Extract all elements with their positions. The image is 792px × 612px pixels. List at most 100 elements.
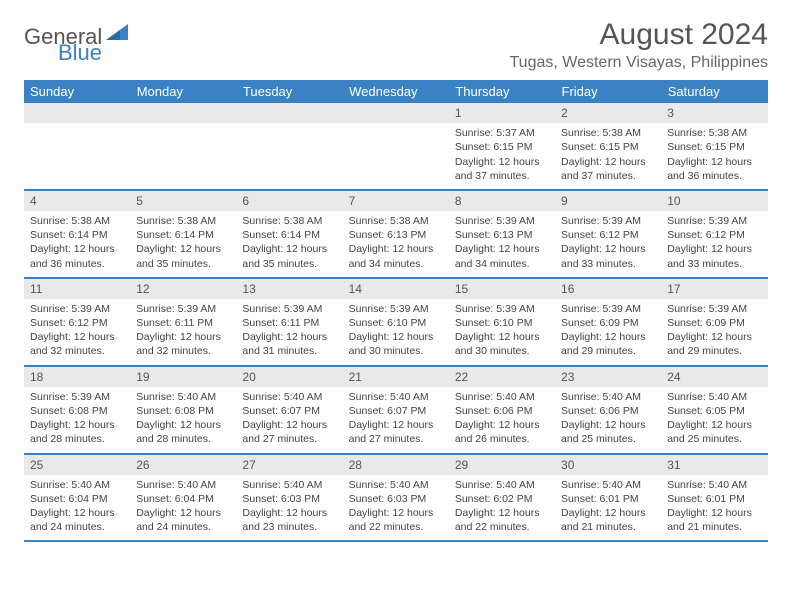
day-cell: 7Sunrise: 5:38 AMSunset: 6:13 PMDaylight… (343, 190, 449, 278)
daylight-line: Daylight: 12 hours and 34 minutes. (349, 242, 443, 270)
day-number: 8 (449, 191, 555, 211)
title-block: August 2024 Tugas, Western Visayas, Phil… (510, 18, 769, 72)
day-body: Sunrise: 5:39 AMSunset: 6:08 PMDaylight:… (24, 387, 130, 453)
day-header-saturday: Saturday (661, 80, 767, 103)
sunrise-line: Sunrise: 5:39 AM (561, 214, 655, 228)
day-header-thursday: Thursday (449, 80, 555, 103)
day-header-tuesday: Tuesday (236, 80, 342, 103)
sunrise-line: Sunrise: 5:38 AM (136, 214, 230, 228)
day-number: 5 (130, 191, 236, 211)
day-cell: 23Sunrise: 5:40 AMSunset: 6:06 PMDayligh… (555, 366, 661, 454)
empty-cell (130, 103, 236, 190)
day-number: 14 (343, 279, 449, 299)
day-body (130, 123, 236, 183)
sunset-line: Sunset: 6:10 PM (455, 316, 549, 330)
day-cell: 5Sunrise: 5:38 AMSunset: 6:14 PMDaylight… (130, 190, 236, 278)
day-number: 16 (555, 279, 661, 299)
day-number (130, 103, 236, 123)
day-body: Sunrise: 5:40 AMSunset: 6:03 PMDaylight:… (236, 475, 342, 541)
sunrise-line: Sunrise: 5:39 AM (561, 302, 655, 316)
day-body: Sunrise: 5:39 AMSunset: 6:12 PMDaylight:… (24, 299, 130, 365)
day-body (236, 123, 342, 183)
sunrise-line: Sunrise: 5:40 AM (455, 478, 549, 492)
sunrise-line: Sunrise: 5:40 AM (455, 390, 549, 404)
day-number: 29 (449, 455, 555, 475)
day-number: 19 (130, 367, 236, 387)
sunrise-line: Sunrise: 5:39 AM (30, 390, 124, 404)
day-cell: 30Sunrise: 5:40 AMSunset: 6:01 PMDayligh… (555, 454, 661, 542)
day-body: Sunrise: 5:39 AMSunset: 6:12 PMDaylight:… (661, 211, 767, 277)
daylight-line: Daylight: 12 hours and 24 minutes. (136, 506, 230, 534)
day-header-row: SundayMondayTuesdayWednesdayThursdayFrid… (24, 80, 768, 103)
sunrise-line: Sunrise: 5:40 AM (349, 390, 443, 404)
day-cell: 8Sunrise: 5:39 AMSunset: 6:13 PMDaylight… (449, 190, 555, 278)
sunset-line: Sunset: 6:05 PM (667, 404, 761, 418)
day-body: Sunrise: 5:37 AMSunset: 6:15 PMDaylight:… (449, 123, 555, 189)
sunrise-line: Sunrise: 5:39 AM (30, 302, 124, 316)
day-cell: 17Sunrise: 5:39 AMSunset: 6:09 PMDayligh… (661, 278, 767, 366)
logo-triangle-icon (106, 24, 128, 40)
sunrise-line: Sunrise: 5:40 AM (667, 478, 761, 492)
sunrise-line: Sunrise: 5:40 AM (136, 478, 230, 492)
day-cell: 26 Sunrise: 5:40 AMSunset: 6:04 PMDayligh… (130, 454, 236, 542)
day-cell: 10Sunrise: 5:39 AMSunset: 6:12 PMDayligh… (661, 190, 767, 278)
day-number: 3 (661, 103, 767, 123)
day-body: Sunrise: 5:40 AMSunset: 6:04 PMDaylight:… (24, 475, 130, 541)
daylight-line: Daylight: 12 hours and 22 minutes. (349, 506, 443, 534)
location: Tugas, Western Visayas, Philippines (510, 54, 769, 72)
day-body: Sunrise: 5:38 AMSunset: 6:14 PMDaylight:… (24, 211, 130, 277)
sunset-line: Sunset: 6:14 PM (242, 228, 336, 242)
header: General August 2024 Tugas, Western Visay… (24, 18, 768, 72)
sunset-line: Sunset: 6:13 PM (455, 228, 549, 242)
sunset-line: Sunset: 6:04 PM (30, 492, 124, 506)
calendar-page: General August 2024 Tugas, Western Visay… (0, 0, 792, 560)
day-number: 9 (555, 191, 661, 211)
day-number: 10 (661, 191, 767, 211)
day-body: Sunrise: 5:39 AMSunset: 6:10 PMDaylight:… (343, 299, 449, 365)
day-cell: 1Sunrise: 5:37 AMSunset: 6:15 PMDaylight… (449, 103, 555, 190)
day-number: 20 (236, 367, 342, 387)
day-cell: 2Sunrise: 5:38 AMSunset: 6:15 PMDaylight… (555, 103, 661, 190)
day-body: Sunrise: 5:40 AMSunset: 6:03 PMDaylight:… (343, 475, 449, 541)
day-number: 31 (661, 455, 767, 475)
sunset-line: Sunset: 6:04 PM (136, 492, 230, 506)
sunrise-line: Sunrise: 5:38 AM (667, 126, 761, 140)
sunrise-line: Sunrise: 5:40 AM (136, 390, 230, 404)
calendar-row: 25Sunrise: 5:40 AMSunset: 6:04 PMDayligh… (24, 454, 768, 542)
daylight-line: Daylight: 12 hours and 25 minutes. (561, 418, 655, 446)
sunrise-line: Sunrise: 5:39 AM (667, 302, 761, 316)
sunrise-line: Sunrise: 5:40 AM (561, 478, 655, 492)
day-cell: 25Sunrise: 5:40 AMSunset: 6:04 PMDayligh… (24, 454, 130, 542)
day-body: Sunrise: 5:40 AMSunset: 6:05 PMDaylight:… (661, 387, 767, 453)
day-body: Sunrise: 5:38 AMSunset: 6:13 PMDaylight:… (343, 211, 449, 277)
day-cell: 19Sunrise: 5:40 AMSunset: 6:08 PMDayligh… (130, 366, 236, 454)
sunset-line: Sunset: 6:12 PM (667, 228, 761, 242)
day-number: 21 (343, 367, 449, 387)
calendar-table: SundayMondayTuesdayWednesdayThursdayFrid… (24, 80, 768, 542)
day-cell: 15Sunrise: 5:39 AMSunset: 6:10 PMDayligh… (449, 278, 555, 366)
sunset-line: Sunset: 6:01 PM (667, 492, 761, 506)
day-number: 26 (130, 455, 236, 475)
daylight-line: Daylight: 12 hours and 32 minutes. (136, 330, 230, 358)
sunset-line: Sunset: 6:02 PM (455, 492, 549, 506)
day-body: Sunrise: 5:40 AMSunset: 6:08 PMDaylight:… (130, 387, 236, 453)
day-cell: 16Sunrise: 5:39 AMSunset: 6:09 PMDayligh… (555, 278, 661, 366)
day-body (343, 123, 449, 183)
daylight-line: Daylight: 12 hours and 29 minutes. (561, 330, 655, 358)
day-header-wednesday: Wednesday (343, 80, 449, 103)
logo-blue-line: Blue (24, 40, 102, 66)
sunset-line: Sunset: 6:15 PM (667, 140, 761, 154)
daylight-line: Daylight: 12 hours and 28 minutes. (30, 418, 124, 446)
daylight-line: Daylight: 12 hours and 30 minutes. (349, 330, 443, 358)
sunrise-line: Sunrise: 5:40 AM (242, 478, 336, 492)
day-header-sunday: Sunday (24, 80, 130, 103)
daylight-line: Daylight: 12 hours and 26 minutes. (455, 418, 549, 446)
day-body: Sunrise: 5:40 AMSunset: 6:01 PMDaylight:… (661, 475, 767, 541)
day-cell: 29Sunrise: 5:40 AMSunset: 6:02 PMDayligh… (449, 454, 555, 542)
sunset-line: Sunset: 6:06 PM (455, 404, 549, 418)
daylight-line: Daylight: 12 hours and 32 minutes. (30, 330, 124, 358)
day-number: 25 (24, 455, 130, 475)
sunset-line: Sunset: 6:14 PM (30, 228, 124, 242)
sunset-line: Sunset: 6:06 PM (561, 404, 655, 418)
sunrise-line: Sunrise: 5:38 AM (30, 214, 124, 228)
